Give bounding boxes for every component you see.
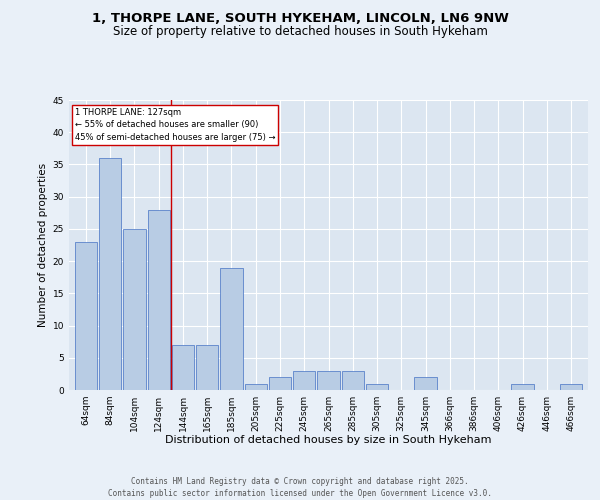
Bar (366, 384, 388, 390)
Bar (560, 384, 582, 390)
Bar (196, 345, 218, 390)
Text: Contains HM Land Registry data © Crown copyright and database right 2025.
Contai: Contains HM Land Registry data © Crown c… (108, 476, 492, 498)
Bar (99, 158, 121, 390)
Bar (317, 370, 340, 390)
Bar (148, 210, 170, 390)
Bar (293, 370, 316, 390)
Bar (220, 268, 242, 390)
Bar (172, 345, 194, 390)
Bar (341, 370, 364, 390)
Bar (511, 384, 533, 390)
X-axis label: Distribution of detached houses by size in South Hykeham: Distribution of detached houses by size … (165, 436, 492, 446)
Bar (269, 377, 291, 390)
Text: Size of property relative to detached houses in South Hykeham: Size of property relative to detached ho… (113, 25, 487, 38)
Bar (75, 242, 97, 390)
Y-axis label: Number of detached properties: Number of detached properties (38, 163, 49, 327)
Bar (245, 384, 267, 390)
Bar (415, 377, 437, 390)
Text: 1, THORPE LANE, SOUTH HYKEHAM, LINCOLN, LN6 9NW: 1, THORPE LANE, SOUTH HYKEHAM, LINCOLN, … (92, 12, 508, 26)
Text: 1 THORPE LANE: 127sqm
← 55% of detached houses are smaller (90)
45% of semi-deta: 1 THORPE LANE: 127sqm ← 55% of detached … (75, 108, 275, 142)
Bar (124, 229, 146, 390)
